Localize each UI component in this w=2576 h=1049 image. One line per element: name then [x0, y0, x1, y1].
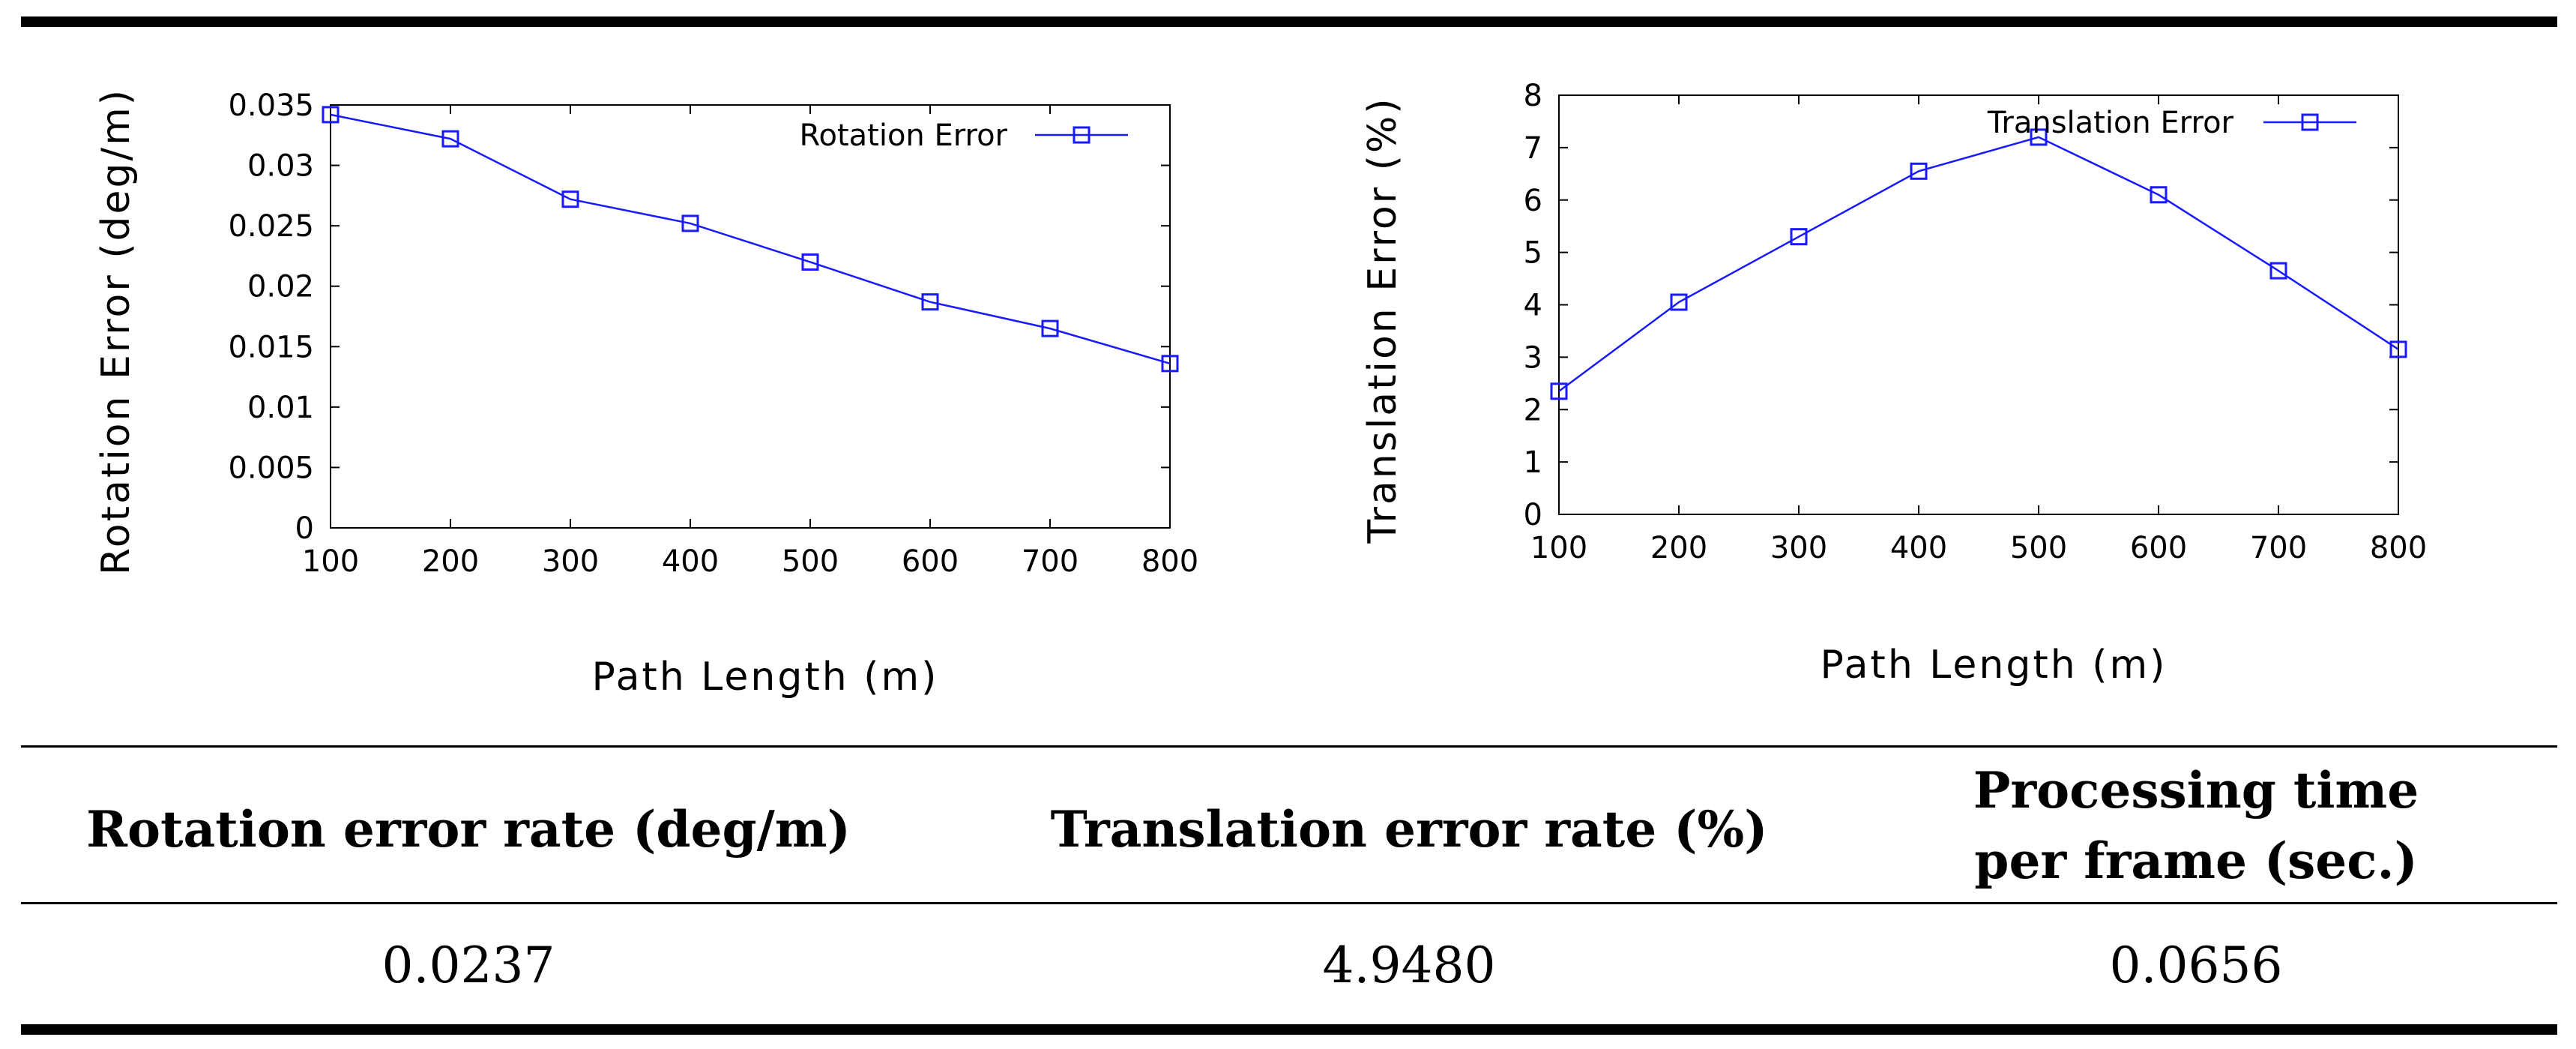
x-tick-label: 800 [1141, 544, 1198, 579]
header-translation-error-rate: Translation error rate (%) [1050, 800, 1768, 859]
x-axis-label: Path Length (m) [1821, 643, 2168, 688]
y-tick-label: 3 [1524, 340, 1542, 375]
y-tick-label: 0.03 [247, 149, 314, 184]
table-header-top-rule [21, 745, 2557, 748]
data-point-marker [2030, 128, 2048, 146]
y-tick-label: 4 [1524, 289, 1542, 323]
y-tick-label: 8 [1524, 79, 1542, 113]
y-tick-label: 0.02 [247, 270, 314, 304]
table-top-rule [21, 16, 2557, 27]
rotation-error-chart: 0 0.005 0.01 0.015 0.02 0.025 0.03 0.035 100 200 3… [94, 88, 1198, 700]
header-processing-time-line2: per frame (sec.) [1974, 832, 2418, 890]
data-point-marker [1550, 382, 1568, 400]
data-point-marker [561, 190, 579, 208]
y-tick-label: 0 [295, 511, 314, 546]
y-tick-label: 6 [1524, 184, 1542, 218]
data-point-marker [2389, 340, 2407, 358]
value-processing-time: 0.0656 [2109, 937, 2283, 994]
y-tick-label: 0.015 [228, 330, 314, 364]
table-bottom-rule [21, 1024, 2557, 1035]
y-tick-label: 0.01 [247, 391, 314, 425]
y-tick-label: 0.035 [228, 88, 314, 123]
data-point-marker [921, 293, 939, 311]
x-tick-label: 600 [2130, 531, 2187, 565]
data-point-marker [1670, 293, 1688, 311]
header-rotation-error-rate: Rotation error rate (deg/m) [86, 800, 851, 859]
value-rotation-error-rate: 0.0237 [381, 937, 555, 994]
x-tick-label: 700 [2250, 531, 2307, 565]
x-tick-label: 100 [302, 544, 359, 579]
x-tick-label: 300 [542, 544, 599, 579]
y-axis-label: Translation Error (%) [1360, 96, 1405, 544]
data-point-marker [1161, 355, 1179, 373]
data-point-marker [2269, 262, 2287, 280]
series-line [330, 113, 1171, 365]
legend-label: Rotation Error [800, 118, 1008, 153]
x-tick-label: 600 [902, 544, 959, 579]
value-translation-error-rate: 4.9480 [1322, 937, 1496, 994]
series-line [1558, 136, 2399, 392]
data-point-marker [441, 130, 459, 148]
plot-frame [1558, 94, 2399, 515]
x-tick-label: 300 [1770, 531, 1827, 565]
plot-frame [330, 104, 1171, 529]
x-tick-label: 400 [662, 544, 719, 579]
x-axis-label: Path Length (m) [592, 655, 939, 700]
y-tick-label: 0.005 [228, 451, 314, 485]
translation-error-chart: 0 1 2 3 4 5 6 7 8 100 200 300 400 500 600 700 800 Transla… [1360, 79, 2427, 688]
y-axis-label: Rotation Error (deg/m) [94, 88, 139, 575]
data-point-marker [681, 214, 699, 232]
x-tick-label: 100 [1530, 531, 1587, 565]
x-tick-label: 200 [1650, 531, 1707, 565]
y-tick-label: 2 [1524, 393, 1542, 427]
data-point-marker [1790, 228, 1808, 246]
table-header-bottom-rule [21, 902, 2557, 904]
y-tick-label: 7 [1524, 131, 1542, 166]
y-tick-label: 5 [1524, 236, 1542, 271]
x-tick-label: 500 [2010, 531, 2067, 565]
x-tick-label: 800 [2370, 531, 2427, 565]
legend-label: Translation Error [1987, 106, 2234, 140]
legend-marker [2301, 113, 2319, 131]
legend-marker [1073, 126, 1091, 144]
data-point-marker [2150, 186, 2168, 204]
data-point-marker [801, 253, 819, 271]
header-processing-time-line1: Processing time [1973, 761, 2419, 820]
data-point-marker [322, 106, 340, 124]
data-point-marker [1041, 319, 1059, 337]
y-tick-label: 0 [1524, 498, 1542, 532]
y-tick-label: 1 [1524, 445, 1542, 480]
x-tick-label: 500 [782, 544, 839, 579]
x-tick-label: 400 [1890, 531, 1947, 565]
x-tick-label: 200 [422, 544, 479, 579]
data-point-marker [1910, 162, 1928, 180]
x-tick-label: 700 [1022, 544, 1079, 579]
y-tick-label: 0.025 [228, 209, 314, 244]
